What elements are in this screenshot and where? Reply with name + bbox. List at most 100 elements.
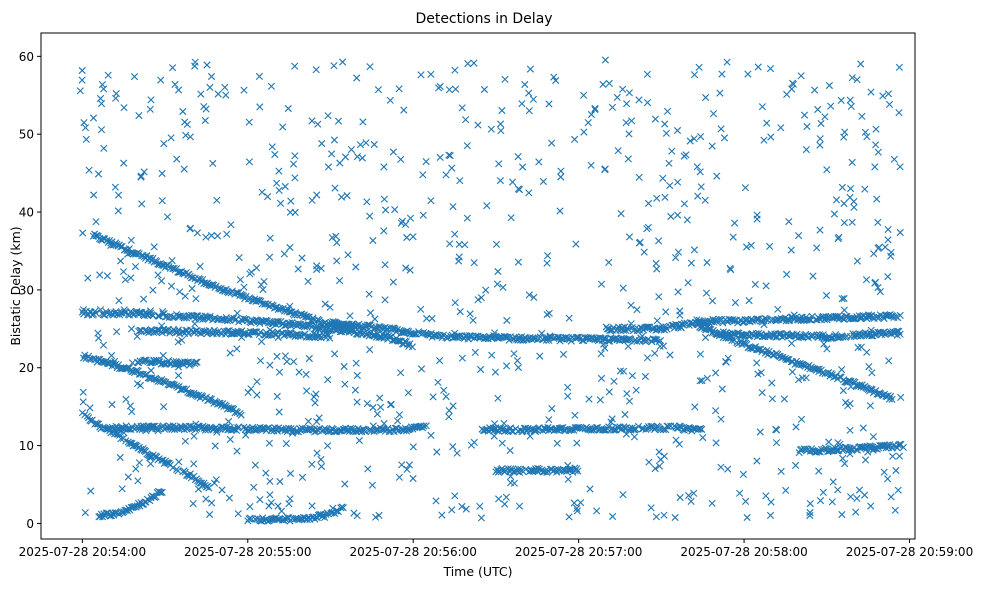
data-point: [792, 461, 800, 469]
data-point: [605, 388, 613, 396]
data-point: [191, 320, 199, 328]
data-point: [614, 147, 622, 155]
data-point: [221, 83, 229, 91]
data-point: [892, 466, 900, 475]
data-point: [743, 243, 751, 251]
data-point: [587, 161, 595, 169]
data-point: [337, 193, 346, 201]
data-point: [506, 446, 514, 455]
data-point: [644, 223, 652, 231]
data-point: [852, 508, 860, 516]
data-point: [559, 350, 568, 358]
data-point: [564, 475, 572, 483]
data-point: [885, 100, 894, 108]
data-point: [422, 422, 430, 430]
data-point: [120, 104, 128, 112]
data-point: [142, 356, 150, 364]
data-point: [839, 454, 847, 462]
data-point: [601, 56, 609, 64]
data-point: [118, 485, 126, 493]
data-point: [666, 182, 674, 190]
data-point: [897, 393, 905, 401]
data-point: [174, 371, 183, 380]
data-point: [757, 369, 765, 377]
data-point: [380, 195, 388, 203]
data-point: [332, 232, 340, 240]
data-point: [286, 302, 294, 310]
data-point: [651, 349, 659, 357]
data-point: [529, 95, 537, 103]
data-point: [167, 134, 175, 142]
data-point: [213, 428, 221, 436]
data-point: [353, 153, 361, 161]
data-point: [760, 136, 768, 144]
data-point: [266, 326, 274, 334]
data-point: [652, 513, 660, 521]
data-point: [508, 427, 516, 435]
data-point: [138, 200, 146, 208]
data-point: [573, 504, 581, 512]
data-point: [281, 352, 289, 360]
data-point: [470, 259, 478, 267]
data-point: [356, 141, 364, 149]
data-point: [213, 196, 221, 204]
data-point: [330, 62, 338, 70]
data-point: [391, 206, 399, 214]
data-point: [829, 478, 837, 486]
data-point: [135, 309, 143, 317]
data-point: [655, 293, 663, 301]
data-point: [695, 63, 703, 71]
data-point: [274, 502, 282, 510]
data-point: [814, 447, 822, 455]
data-point: [699, 434, 707, 442]
data-point: [840, 294, 848, 303]
data-point: [573, 465, 581, 473]
data-point: [557, 173, 565, 181]
data-point: [625, 397, 634, 405]
data-point: [556, 207, 564, 215]
data-point: [291, 174, 299, 182]
data-point: [84, 274, 92, 282]
data-point: [848, 158, 856, 166]
data-point: [78, 76, 86, 84]
data-point: [285, 500, 293, 508]
data-point: [498, 439, 506, 447]
data-point: [250, 328, 258, 336]
data-point: [340, 362, 348, 371]
x-axis: 2025-07-28 20:54:00 2025-07-28 20:55:00 20…: [19, 539, 973, 559]
data-point: [203, 61, 211, 69]
data-point: [752, 315, 760, 323]
data-point: [674, 288, 682, 296]
data-point: [308, 460, 316, 468]
data-point: [806, 508, 814, 517]
data-point: [382, 331, 390, 339]
chart-title: Detections in Delay: [415, 11, 552, 27]
data-point: [355, 436, 363, 445]
data-point: [525, 107, 533, 115]
data-point: [474, 121, 482, 129]
data-point: [772, 349, 780, 358]
data-point: [180, 165, 188, 173]
data-point: [146, 454, 154, 462]
data-point: [398, 461, 406, 469]
data-point: [382, 206, 390, 214]
data-point: [586, 485, 594, 493]
data-point: [894, 486, 902, 494]
data-point: [685, 491, 693, 500]
data-point: [118, 242, 126, 251]
data-point: [253, 264, 261, 272]
data-point: [347, 146, 355, 154]
data-point: [202, 233, 210, 241]
data-point: [857, 313, 865, 321]
data-point: [146, 307, 155, 315]
data-point: [841, 128, 849, 136]
data-point: [308, 196, 316, 204]
data-point: [420, 422, 428, 430]
data-point: [154, 271, 162, 279]
data-point: [313, 418, 321, 426]
data-point: [259, 286, 267, 294]
data-point: [687, 259, 695, 267]
data-point: [585, 395, 593, 403]
data-point: [142, 427, 150, 435]
